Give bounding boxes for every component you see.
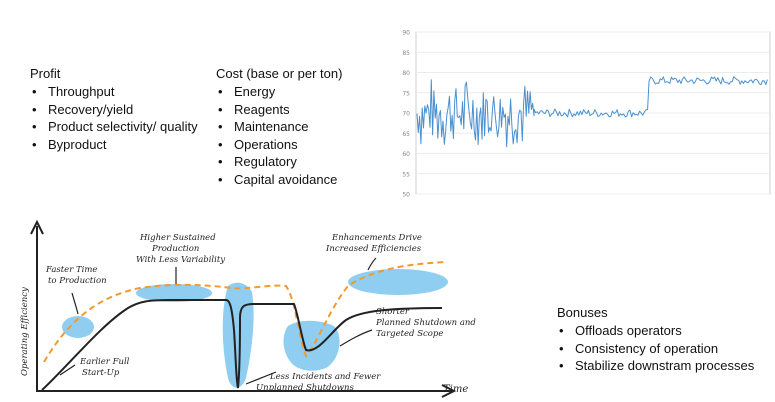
annotation-arrows bbox=[59, 257, 377, 385]
bonus-item-downstream: Stabilize downstram processes bbox=[559, 357, 762, 375]
annotation-less-line1: Less Incidents and Fewer bbox=[269, 372, 381, 382]
bonus-item-offloads: Offloads operators bbox=[559, 322, 762, 340]
annotation-less-line2: Unplanned Shutdowns bbox=[256, 383, 354, 393]
annotation-shorter-line2: Planned Shutdown and bbox=[375, 318, 476, 328]
arrow-enhance bbox=[367, 257, 377, 271]
trend-ticks: 90 85 80 75 70 65 60 55 50 bbox=[402, 30, 410, 199]
xlabel-time: Time bbox=[443, 384, 468, 395]
trend-ytick-label: 55 bbox=[402, 171, 410, 178]
bonuses-list: Bonuses Offloads operators Consistency o… bbox=[557, 305, 762, 375]
profit-item-byproduct: Byproduct bbox=[32, 136, 205, 154]
cost-item-reagents: Reagents bbox=[218, 101, 386, 119]
cost-item-operations: Operations bbox=[218, 136, 386, 154]
profit-heading: Profit bbox=[30, 66, 61, 81]
bonus-item-consistency: Consistency of operation bbox=[559, 340, 762, 358]
trend-chart: 90 85 80 75 70 65 60 55 50 bbox=[402, 30, 771, 199]
trend-ytick-label: 70 bbox=[402, 111, 410, 118]
annotation-faster-line1: Faster Time bbox=[45, 265, 97, 275]
y-axis-arrow bbox=[30, 219, 44, 235]
profit-list: Profit Throughput Recovery/yield Product… bbox=[30, 66, 205, 153]
actual-efficiency-line bbox=[41, 299, 443, 391]
bonuses-heading: Bonuses bbox=[557, 305, 608, 320]
trend-ytick-label: 50 bbox=[402, 192, 410, 199]
annotation-higher-line2: Production bbox=[151, 244, 199, 254]
annotation-faster-line2: to Production bbox=[48, 276, 107, 286]
trend-ytick-label: 90 bbox=[402, 30, 410, 37]
annotation-shorter-line3: Targeted Scope bbox=[376, 329, 443, 339]
x-axis-arrow bbox=[441, 384, 457, 398]
trend-grid bbox=[416, 31, 770, 195]
blob-enhance bbox=[348, 269, 448, 295]
arrow-faster bbox=[71, 292, 79, 315]
cost-item-regulatory: Regulatory bbox=[218, 153, 386, 171]
annotation-shorter-line1: Shorter bbox=[376, 307, 410, 317]
annotation-enhance-line2: Increased Efficiencies bbox=[325, 244, 422, 254]
dashed-potential-curve bbox=[43, 261, 446, 363]
annotation-higher-line1: Higher Sustained bbox=[139, 233, 216, 243]
blob-shorter bbox=[283, 320, 340, 371]
trend-ytick-label: 60 bbox=[402, 151, 410, 158]
cost-item-energy: Energy bbox=[218, 83, 386, 101]
annotation-enhance-line1: Enhancements Drive bbox=[331, 233, 422, 243]
blob-faster bbox=[62, 316, 94, 338]
cost-item-capital: Capital avoidance bbox=[218, 171, 386, 189]
trend-ytick-label: 65 bbox=[402, 131, 410, 138]
annotation-earlier-line1: Earlier Full bbox=[79, 357, 130, 367]
trend-ytick-label: 75 bbox=[402, 90, 410, 97]
operating-efficiency-sketch: Operating Efficiency Time Faster Time to… bbox=[20, 219, 476, 398]
trend-ytick-label: 85 bbox=[402, 50, 410, 57]
arrow-earlier bbox=[59, 364, 76, 376]
blob-higher bbox=[136, 284, 212, 302]
trend-line bbox=[416, 76, 768, 148]
trend-ytick-label: 80 bbox=[402, 70, 410, 77]
annotation-earlier-line2: Start-Up bbox=[82, 368, 120, 378]
annotation-higher-line3: With Less Variability bbox=[136, 255, 225, 265]
cost-list: Cost (base or per ton) Energy Reagents M… bbox=[216, 66, 386, 189]
profit-item-recovery: Recovery/yield bbox=[32, 101, 205, 119]
profit-item-throughput: Throughput bbox=[32, 83, 205, 101]
cost-heading: Cost (base or per ton) bbox=[216, 66, 343, 81]
arrow-less bbox=[245, 371, 277, 385]
cost-item-maintenance: Maintenance bbox=[218, 118, 386, 136]
profit-item-selectivity: Product selectivity/ quality bbox=[32, 118, 205, 136]
arrow-shorter bbox=[339, 329, 373, 347]
ylabel-operating-efficiency: Operating Efficiency bbox=[20, 287, 30, 376]
